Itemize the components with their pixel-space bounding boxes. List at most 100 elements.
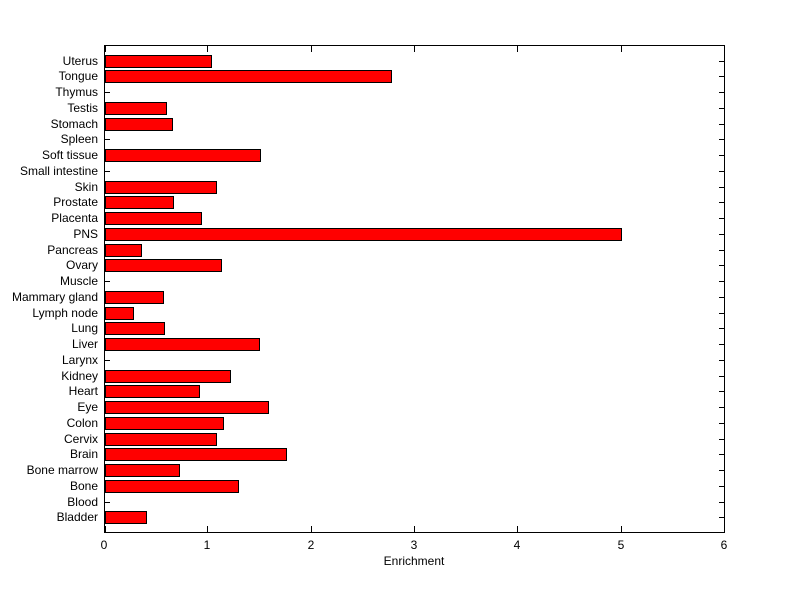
- y-tick-mark: [719, 470, 724, 471]
- x-tick-label: 1: [203, 538, 211, 552]
- bar-bone: [105, 480, 239, 493]
- y-tick-label: Soft tissue: [41, 148, 98, 162]
- x-tick-mark: [724, 46, 725, 52]
- x-tick-label: 4: [513, 538, 521, 552]
- y-tick-mark: [719, 407, 724, 408]
- bar-uterus: [105, 55, 212, 68]
- bar-colon: [105, 417, 224, 430]
- y-tick-label: Stomach: [50, 117, 98, 131]
- bar-bladder: [105, 511, 147, 524]
- y-tick-label: Placenta: [51, 211, 98, 225]
- y-tick-label: Blood: [67, 495, 98, 509]
- y-tick-mark: [105, 171, 110, 172]
- y-tick-label: Spleen: [60, 132, 98, 146]
- x-tick-mark: [105, 46, 106, 52]
- y-tick-mark: [719, 61, 724, 62]
- x-tick-mark: [517, 46, 518, 52]
- bar-liver: [105, 338, 260, 351]
- y-tick-label: Brain: [69, 447, 98, 461]
- y-tick-mark: [719, 250, 724, 251]
- y-tick-mark: [719, 344, 724, 345]
- y-tick-mark: [719, 155, 724, 156]
- y-tick-label: Bladder: [56, 510, 98, 524]
- y-tick-mark: [719, 171, 724, 172]
- y-tick-label: Tongue: [58, 69, 98, 83]
- y-tick-mark: [719, 139, 724, 140]
- y-tick-label: Ovary: [65, 258, 98, 272]
- y-tick-label: Uterus: [62, 54, 98, 68]
- y-tick-label: Prostate: [53, 195, 98, 209]
- y-tick-label: Testis: [67, 101, 98, 115]
- bar-mammary-gland: [105, 291, 164, 304]
- y-tick-mark: [719, 454, 724, 455]
- bar-brain: [105, 448, 287, 461]
- bar-heart: [105, 385, 200, 398]
- y-tick-mark: [719, 218, 724, 219]
- x-axis-title: Enrichment: [383, 554, 445, 568]
- y-tick-mark: [719, 124, 724, 125]
- y-tick-mark: [719, 297, 724, 298]
- bar-eye: [105, 401, 269, 414]
- y-tick-mark: [719, 234, 724, 235]
- x-tick-mark: [414, 526, 415, 532]
- bar-ovary: [105, 259, 222, 272]
- bar-pancreas: [105, 244, 142, 257]
- x-tick-label: 0: [100, 538, 108, 552]
- x-tick-label: 6: [720, 538, 728, 552]
- x-tick-mark: [311, 46, 312, 52]
- y-tick-label: Mammary gland: [11, 290, 98, 304]
- y-tick-label: Kidney: [61, 369, 98, 383]
- x-tick-mark: [621, 526, 622, 532]
- y-tick-mark: [719, 108, 724, 109]
- y-tick-mark: [719, 423, 724, 424]
- x-tick-mark: [517, 526, 518, 532]
- y-tick-mark: [719, 76, 724, 77]
- y-tick-label: PNS: [73, 227, 98, 241]
- bar-cervix: [105, 433, 217, 446]
- y-tick-label: Pancreas: [47, 243, 98, 257]
- y-tick-label: Heart: [68, 384, 98, 398]
- y-tick-mark: [105, 360, 110, 361]
- bar-pns: [105, 228, 622, 241]
- y-tick-mark: [719, 391, 724, 392]
- y-tick-label: Eye: [77, 400, 98, 414]
- x-tick-mark: [621, 46, 622, 52]
- y-tick-label: Bone marrow: [26, 463, 98, 477]
- y-tick-mark: [719, 517, 724, 518]
- y-tick-mark: [719, 202, 724, 203]
- x-tick-mark: [207, 46, 208, 52]
- x-tick-mark: [311, 526, 312, 532]
- x-tick-mark: [724, 526, 725, 532]
- y-tick-label: Cervix: [63, 432, 98, 446]
- y-tick-label: Skin: [74, 180, 98, 194]
- bar-bone-marrow: [105, 464, 180, 477]
- x-tick-mark: [414, 46, 415, 52]
- y-tick-mark: [105, 502, 110, 503]
- x-tick-label: 3: [410, 538, 418, 552]
- bar-tongue: [105, 70, 392, 83]
- y-tick-mark: [719, 486, 724, 487]
- y-tick-label: Small intestine: [19, 164, 98, 178]
- x-tick-mark: [105, 526, 106, 532]
- y-tick-mark: [719, 281, 724, 282]
- y-tick-label: Colon: [66, 416, 98, 430]
- y-tick-label: Larynx: [61, 353, 98, 367]
- y-tick-label: Muscle: [59, 274, 98, 288]
- plot-area: [104, 45, 725, 533]
- y-tick-mark: [719, 313, 724, 314]
- bar-lung: [105, 322, 165, 335]
- y-tick-label: Lung: [71, 321, 98, 335]
- y-tick-mark: [105, 92, 110, 93]
- bar-testis: [105, 102, 167, 115]
- y-tick-mark: [719, 265, 724, 266]
- bar-prostate: [105, 196, 174, 209]
- y-tick-label: Liver: [71, 337, 98, 351]
- y-tick-mark: [719, 376, 724, 377]
- y-tick-mark: [105, 281, 110, 282]
- x-tick-label: 5: [617, 538, 625, 552]
- y-tick-mark: [719, 187, 724, 188]
- y-tick-mark: [719, 502, 724, 503]
- y-tick-label: Bone: [69, 479, 98, 493]
- bar-placenta: [105, 212, 202, 225]
